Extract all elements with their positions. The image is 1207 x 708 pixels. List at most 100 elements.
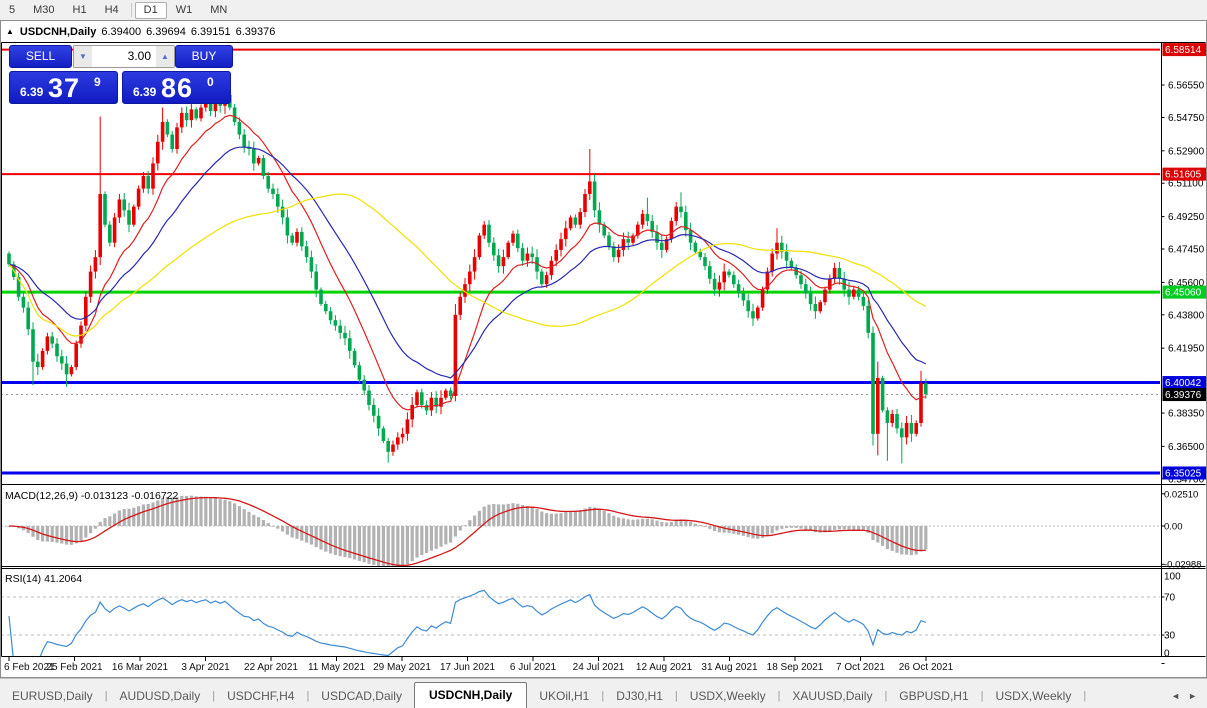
- buy-price-big: 86: [161, 73, 194, 103]
- tab-audusd-daily[interactable]: AUDUSD,Daily: [119, 689, 201, 703]
- chart-window: ▲ USDCNH,Daily 6.39400 6.39694 6.39151 6.3937…: [0, 20, 1207, 678]
- rsi-panel: [2, 589, 1160, 656]
- sell-price-big: 37: [48, 73, 81, 103]
- timeframe-toolbar: 5 M30 H1 H4 D1 W1 MN: [0, 0, 1207, 21]
- price-tick-label: 6.51100: [1168, 179, 1204, 190]
- date-tick-label: 3 Apr 2021: [181, 662, 230, 673]
- ohlc-low: 6.39151: [190, 26, 231, 38]
- tab-separator: |: [777, 690, 781, 702]
- horizontal-level-lines: [2, 48, 1160, 475]
- chart-canvas[interactable]: 6.56550 6.54750 6.52900 6.51100 6.49250 6.474…: [1, 42, 1206, 676]
- tab-separator: |: [980, 690, 984, 702]
- buy-button[interactable]: BUY: [175, 45, 233, 68]
- timeframe-mn[interactable]: MN: [210, 3, 228, 16]
- volume-input[interactable]: 3.00: [127, 49, 151, 63]
- timeframe-h1[interactable]: H1: [72, 3, 87, 16]
- buy-price-prefix: 6.39: [133, 85, 157, 99]
- rsi-tick-label: 70: [1164, 593, 1176, 604]
- date-tick-label: 24 Jul 2021: [573, 662, 625, 673]
- ema-26-line: [8, 146, 927, 379]
- ohlc-close: 6.39376: [235, 26, 276, 38]
- toolbar-separator: [130, 3, 132, 17]
- price-tick-label: 6.52900: [1168, 146, 1205, 157]
- price-tick-label: 6.41950: [1168, 344, 1205, 355]
- sell-price-prefix: 6.39: [20, 85, 44, 99]
- rsi-indicator-label: RSI(14) 41.2064: [5, 573, 83, 585]
- macd-tick-label: -0.02988: [1164, 560, 1202, 571]
- timeframe-h4[interactable]: H4: [104, 3, 119, 16]
- price-tick-label: 6.54750: [1168, 113, 1205, 124]
- sma-55-line: [8, 193, 927, 337]
- rsi-tick-label: 100: [1164, 572, 1181, 583]
- tab-usdcad-daily[interactable]: USDCAD,Daily: [321, 689, 402, 703]
- timeframe-w1[interactable]: W1: [175, 3, 193, 16]
- ohlc-high: 6.39694: [146, 26, 186, 38]
- date-tick-label: 12 Aug 2021: [636, 662, 693, 673]
- date-tick-label: 31 Aug 2021: [701, 662, 758, 673]
- chart-plot-area: 6.56550 6.54750 6.52900 6.51100 6.49250 6.474…: [1, 42, 1206, 676]
- rsi-line: [8, 589, 927, 656]
- candles-layer: [7, 87, 928, 464]
- tab-usdcnh-daily[interactable]: USDCNH,Daily: [413, 682, 528, 708]
- price-line-label: 6.58514: [1165, 45, 1202, 56]
- price-line-label: 6.51605: [1165, 170, 1202, 181]
- one-click-trading-widget: SELL ▼ 3.00 ▲ BUY 6.39 37 9 6.39 86 0: [9, 45, 233, 128]
- date-tick-label: 7 Oct 2021: [836, 662, 885, 673]
- tab-separator: |: [1083, 690, 1087, 702]
- tabs-scroll-right-icon[interactable]: ►: [1188, 691, 1197, 701]
- macd-indicator-label: MACD(12,26,9) -0.013123 -0.016722: [5, 490, 179, 502]
- tab-xauusd-daily[interactable]: XAUUSD,Daily: [792, 689, 873, 703]
- tab-separator: |: [306, 690, 310, 702]
- ema-12-line: [8, 114, 926, 411]
- collapse-chart-icon[interactable]: ▲: [6, 27, 14, 36]
- sell-button[interactable]: SELL: [9, 45, 72, 68]
- date-tick-label: 11 May 2021: [308, 662, 366, 673]
- date-tick-label: 6 Jul 2021: [510, 662, 557, 673]
- volume-spinner: ▼ 3.00 ▲: [73, 45, 175, 68]
- tab-separator: |: [884, 690, 888, 702]
- price-tick-label: 6.47450: [1168, 245, 1205, 256]
- ohlc-open: 6.39400: [101, 26, 142, 38]
- tab-separator: |: [601, 690, 605, 702]
- date-tick-label: 16 Mar 2021: [112, 662, 169, 673]
- price-line-label: 6.40042: [1165, 378, 1202, 389]
- chevron-down-icon: ▼: [79, 52, 87, 61]
- rsi-tick-label: 30: [1164, 631, 1176, 642]
- tab-usdx-weekly[interactable]: USDX,Weekly: [995, 689, 1072, 703]
- price-tick-label: 6.56550: [1168, 81, 1205, 92]
- date-tick-label: 25 Feb 2021: [46, 662, 103, 673]
- macd-tick-label: 0.00: [1164, 522, 1183, 533]
- price-tick-label: 6.38350: [1168, 409, 1205, 420]
- rsi-tick-label: 0: [1164, 649, 1170, 660]
- price-line-label: 6.45060: [1165, 288, 1202, 299]
- timeframe-d1[interactable]: D1: [134, 1, 167, 19]
- tabs-scroll-left-icon[interactable]: ◄: [1171, 691, 1181, 701]
- chevron-up-icon: ▲: [161, 52, 169, 61]
- chart-title-bar: ▲ USDCNH,Daily 6.39400 6.39694 6.39151 6.3937…: [1, 21, 1206, 42]
- date-tick-label: 18 Sep 2021: [767, 662, 824, 673]
- tab-ukoil-h1[interactable]: UKOil,H1: [539, 689, 590, 703]
- timeframe-5[interactable]: 5: [9, 3, 16, 16]
- date-tick-label: 26 Oct 2021: [899, 662, 954, 673]
- volume-decrease-button[interactable]: ▼: [74, 46, 92, 67]
- sell-price-panel[interactable]: 6.39 37 9: [9, 71, 118, 104]
- chart-symbol-label: USDCNH,Daily: [19, 26, 97, 38]
- tab-usdx-weekly[interactable]: USDX,Weekly: [689, 689, 766, 703]
- tab-usdchf-h4[interactable]: USDCHF,H4: [227, 689, 295, 703]
- date-tick-label: 22 Apr 2021: [244, 662, 298, 673]
- tab-dj30-h1[interactable]: DJ30,H1: [616, 689, 663, 703]
- tab-gbpusd-h1[interactable]: GBPUSD,H1: [899, 689, 969, 703]
- price-tick-label: 6.43800: [1168, 310, 1205, 321]
- volume-increase-button[interactable]: ▲: [156, 46, 174, 67]
- macd-histogram: [7, 495, 928, 566]
- tab-eurusd-daily[interactable]: EURUSD,Daily: [12, 689, 93, 703]
- macd-tick-label: 0.02510: [1164, 489, 1198, 500]
- panel-frames: [1, 42, 1206, 657]
- date-tick-label: 6 Feb 2021: [4, 662, 55, 673]
- macd-signal-line: [8, 496, 926, 566]
- chart-tabs-bar: EURUSD,Daily | AUDUSD,Daily | USDCHF,H4 | USDC…: [0, 678, 1207, 708]
- timeframe-m30[interactable]: M30: [33, 3, 55, 16]
- buy-price-panel[interactable]: 6.39 86 0: [122, 71, 231, 104]
